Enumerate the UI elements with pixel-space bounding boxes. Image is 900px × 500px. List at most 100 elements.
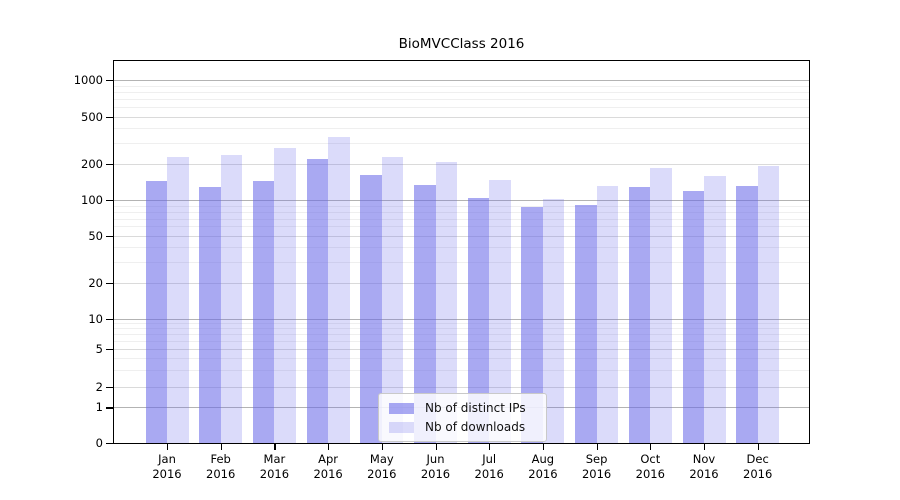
x-tick-label: Aug 2016 [528, 452, 558, 481]
y-tick-label: 5 [95, 341, 103, 356]
bar-distinct-ips-nov [682, 191, 704, 443]
gridline-minor [114, 128, 809, 130]
chart-title: BioMVCClass 2016 [398, 36, 525, 52]
x-tick-mark [704, 443, 706, 450]
gridline-minor [114, 211, 809, 213]
x-tick-mark [489, 443, 491, 450]
gridline-minor [114, 98, 809, 100]
x-tick-mark [596, 443, 598, 450]
y-tick-label: 200 [81, 156, 103, 171]
gridline-minor [114, 247, 809, 249]
x-tick-label: Apr 2016 [313, 452, 343, 481]
y-tick-mark [106, 235, 113, 237]
x-tick-mark [435, 443, 437, 450]
x-tick-label: Jul 2016 [474, 452, 504, 481]
gridline-mid [114, 386, 809, 388]
legend-label-downloads: Nb of downloads [425, 420, 526, 434]
y-tick-mark [106, 200, 113, 202]
gridline-minor [114, 323, 809, 325]
bar-downloads-sep [596, 186, 619, 443]
legend-swatch-downloads [389, 421, 414, 433]
bar-distinct-ips-aug [521, 206, 543, 443]
x-tick-mark [274, 443, 276, 450]
gridline-minor [114, 218, 809, 220]
gridline-mid [114, 116, 809, 118]
x-tick-label: Oct 2016 [635, 452, 665, 481]
x-tick-mark [220, 443, 222, 450]
gridline-minor [114, 91, 809, 93]
x-tick-mark [650, 443, 652, 450]
bar-downloads-may [381, 157, 404, 443]
y-tick-label: 500 [81, 109, 103, 124]
x-tick-label: May 2016 [367, 452, 397, 481]
bar-downloads-apr [328, 136, 350, 443]
bar-distinct-ips-jun [414, 185, 436, 443]
bar-distinct-ips-mar [252, 181, 275, 443]
gridline-minor [114, 205, 809, 207]
bar-distinct-ips-feb [199, 186, 221, 443]
x-tick-label: Jun 2016 [420, 452, 451, 481]
gridline-major [114, 200, 809, 202]
bar-downloads-nov [704, 175, 726, 443]
bar-downloads-aug [542, 198, 565, 443]
y-tick-mark [106, 163, 113, 165]
bar-downloads-feb [220, 155, 243, 443]
y-tick-label: 100 [81, 193, 103, 208]
gridline-minor [114, 107, 809, 109]
x-tick-label: Mar 2016 [259, 452, 290, 481]
gridline-minor [114, 357, 809, 359]
gridline-mid [114, 348, 809, 350]
bar-downloads-jun [435, 162, 457, 443]
y-tick-label: 2 [95, 379, 103, 394]
gridline-minor [114, 262, 809, 264]
x-tick-mark [542, 443, 545, 450]
x-tick-label: Jan 2016 [152, 452, 182, 481]
gridline-mid [114, 283, 809, 285]
gridline-minor [114, 85, 809, 87]
bar-distinct-ips-may [360, 174, 382, 443]
legend-label-distinct-ips: Nb of distinct IPs [425, 401, 526, 415]
gridline-major [114, 318, 809, 320]
bar-distinct-ips-jan [145, 181, 167, 443]
gridline-mid [114, 235, 809, 237]
bar-downloads-mar [274, 147, 296, 443]
gridline-minor [114, 142, 809, 144]
x-tick-label: Dec 2016 [743, 452, 773, 481]
gridline-minor [114, 226, 809, 228]
y-tick-mark [106, 348, 113, 350]
y-tick-mark [106, 116, 113, 118]
y-tick-mark [106, 318, 113, 320]
y-tick-mark [106, 79, 113, 82]
bar-distinct-ips-apr [306, 159, 329, 443]
x-tick-label: Nov 2016 [689, 452, 719, 481]
bar-distinct-ips-oct [628, 186, 651, 443]
legend-box: Nb of distinct IPs Nb of downloads [378, 393, 547, 442]
y-tick-mark [106, 407, 113, 409]
y-tick-label: 50 [88, 228, 103, 243]
bar-distinct-ips-dec [736, 186, 758, 443]
y-tick-label: 0 [95, 436, 103, 450]
x-tick-mark [328, 443, 330, 450]
bar-downloads-oct [650, 167, 672, 443]
y-tick-label: 20 [88, 276, 103, 291]
y-tick-mark [106, 386, 113, 389]
bar-distinct-ips-sep [575, 205, 597, 443]
bar-downloads-dec [757, 165, 780, 443]
x-tick-mark [167, 443, 169, 450]
y-tick-mark [106, 443, 113, 445]
legend-item-distinct-ips: Nb of distinct IPs [379, 400, 546, 416]
bar-downloads-jul [489, 179, 511, 443]
x-tick-mark [757, 443, 759, 450]
y-tick-mark [106, 283, 113, 285]
gridline-minor [114, 334, 809, 336]
gridline-minor [114, 340, 809, 342]
x-tick-mark [381, 443, 383, 450]
legend-item-downloads: Nb of downloads [379, 419, 546, 435]
gridline-major [114, 79, 809, 81]
x-tick-label: Sep 2016 [581, 452, 612, 481]
bar-downloads-jan [167, 157, 189, 443]
y-tick-label: 1 [95, 400, 103, 415]
legend-swatch-distinct-ips [389, 402, 414, 414]
y-tick-label: 10 [88, 311, 103, 326]
